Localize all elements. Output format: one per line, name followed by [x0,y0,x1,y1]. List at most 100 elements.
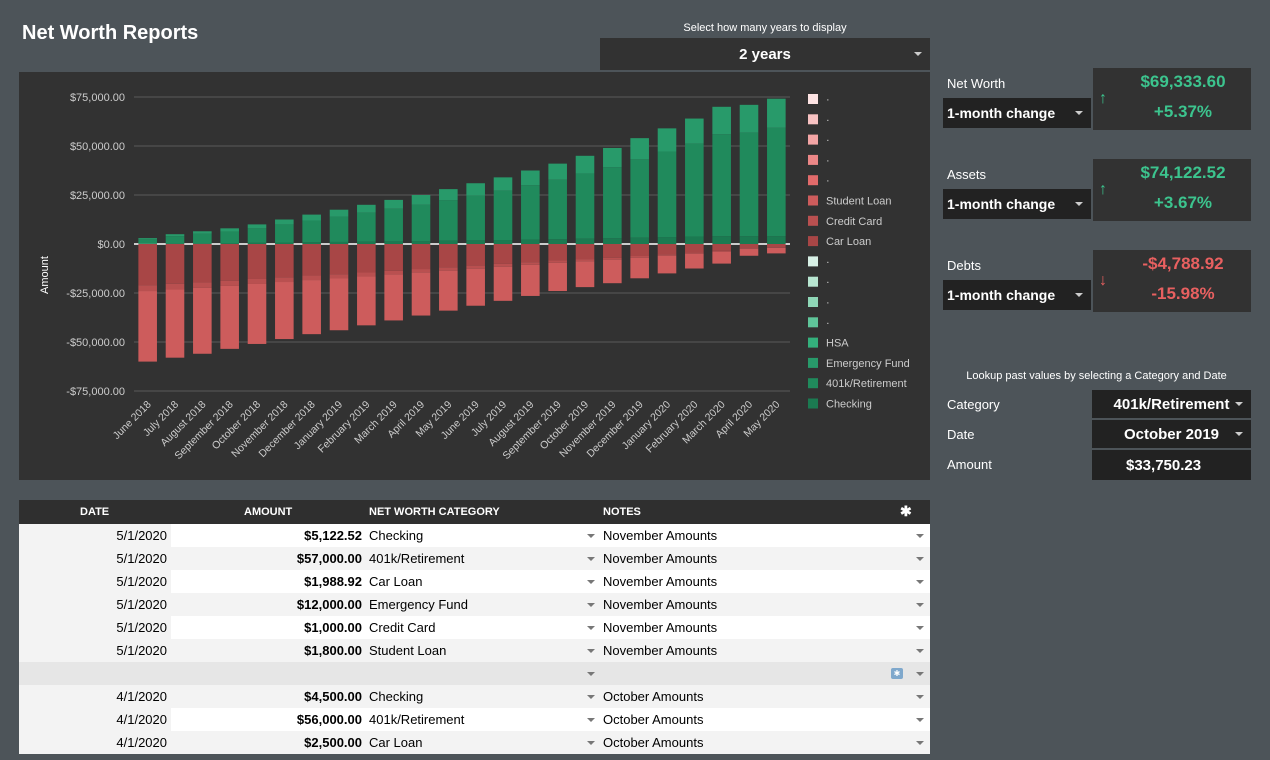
cell-notes[interactable]: November Amounts [603,597,718,612]
cell-amount[interactable]: $2,500.00 [304,735,362,750]
legend-swatch [808,297,818,307]
chevron-down-icon[interactable] [916,533,924,538]
net-worth-chart: $75,000.00 $50,000.00 $25,000.00 $0.00 -$25,… [19,72,930,480]
chevron-down-icon[interactable] [916,556,924,561]
bar-asset-segment [712,134,731,237]
cell-category[interactable]: Student Loan [369,643,447,658]
change-period-dropdown[interactable]: 1-month change [943,98,1091,128]
note-icon[interactable]: ✱ [891,668,903,679]
asterisk-icon[interactable]: ✱ [900,503,912,519]
cell-amount[interactable]: $4,500.00 [304,689,362,704]
bar-asset-segment [439,240,458,244]
chevron-down-icon[interactable] [916,579,924,584]
cell-date[interactable]: 5/1/2020 [19,616,171,639]
cell-amount[interactable]: $57,000.00 [296,551,362,566]
arrow-up-icon: ↑ [1099,181,1107,198]
chevron-down-icon[interactable] [587,740,595,745]
chevron-down-icon[interactable] [916,740,924,745]
chevron-down-icon[interactable] [587,533,595,538]
chevron-down-icon[interactable] [587,625,595,630]
cell-date[interactable]: 4/1/2020 [19,708,171,731]
cell-date[interactable]: 4/1/2020 [19,685,171,708]
cell-amount[interactable]: $12,000.00 [296,597,362,612]
header-date[interactable]: DATE [80,506,110,518]
cell-date[interactable]: 5/1/2020 [19,570,171,593]
cell-category[interactable]: Checking [369,689,424,704]
bar-debt-segment [302,244,321,276]
bar-asset-segment [411,241,431,244]
legend-swatch [808,317,818,328]
chevron-down-icon[interactable] [916,625,924,630]
cell-notes[interactable]: November Amounts [603,620,718,635]
table-body: 5/1/2020 $5,122.52 Checking November Amount… [19,524,930,754]
bar-asset-segment [357,241,376,244]
cell-date[interactable]: 5/1/2020 [19,639,171,662]
chevron-down-icon[interactable] [587,602,595,607]
cell-category[interactable]: Emergency Fund [369,597,468,612]
cell-category[interactable]: Car Loan [369,574,423,589]
table-row: 4/1/2020 $56,000.00 401k/Retirement October… [19,708,930,731]
cell-category[interactable]: 401k/Retirement [369,551,465,566]
cell-amount[interactable]: $5,122.52 [304,528,362,543]
header-category[interactable]: NET WORTH CATEGORY [369,506,500,518]
chevron-down-icon[interactable] [916,671,924,676]
cell-category[interactable]: Credit Card [369,620,436,635]
chevron-down-icon[interactable] [587,556,595,561]
chevron-down-icon[interactable] [587,648,595,653]
cell-amount[interactable]: $1,000.00 [304,620,362,635]
bar-asset-segment [247,228,267,243]
cell-category[interactable]: Car Loan [369,735,423,750]
cell-notes[interactable]: November Amounts [603,528,718,543]
bar-debt-segment [439,244,458,268]
metric-value-box: ↑ $74,122.52 +3.67% [1093,159,1251,221]
legend-label: Student Loan [826,196,891,208]
chevron-down-icon[interactable] [587,694,595,699]
bar-asset-segment [439,200,458,241]
cell-notes[interactable]: November Amounts [603,574,718,589]
years-dropdown[interactable]: 2 years [600,38,930,70]
chevron-down-icon[interactable] [916,717,924,722]
chevron-down-icon[interactable] [587,579,595,584]
bar-debt-segment [712,244,731,251]
legend-label: · [826,94,830,106]
header-amount[interactable]: AMOUNT [244,506,293,518]
chevron-down-icon [1075,202,1083,206]
cell-category[interactable]: Checking [369,528,424,543]
chevron-down-icon [1235,402,1243,406]
legend-label: Car Loan [826,236,871,248]
cell-date[interactable]: 5/1/2020 [19,524,171,547]
cell-notes[interactable]: October Amounts [603,735,704,750]
bar-debt-segment [357,276,376,326]
bar-debt-segment [630,244,649,257]
bar-debt-segment [739,248,759,256]
header-notes[interactable]: NOTES [603,506,641,518]
chart-svg: $75,000.00 $50,000.00 $25,000.00 $0.00 -$25,… [39,92,910,462]
cell-date[interactable]: 5/1/2020 [19,593,171,616]
chevron-down-icon[interactable] [587,671,595,676]
cell-date[interactable]: 5/1/2020 [19,547,171,570]
bar-asset-segment [521,170,540,186]
change-period-dropdown[interactable]: 1-month change [943,280,1091,310]
cell-notes[interactable]: November Amounts [603,643,718,658]
table-row: 5/1/2020 $12,000.00 Emergency Fund November… [19,593,930,616]
cell-notes[interactable]: October Amounts [603,689,704,704]
lookup-category-dropdown[interactable]: 401k/Retirement [1092,390,1251,418]
bar-debt-segment [521,264,540,296]
cell-amount[interactable]: $1,800.00 [304,643,362,658]
bar-asset-segment [767,236,786,244]
legend-swatch [808,154,818,165]
cell-amount[interactable]: $56,000.00 [296,712,362,727]
cell-notes[interactable]: November Amounts [603,551,718,566]
change-period-dropdown[interactable]: 1-month change [943,189,1091,219]
cell-notes[interactable]: October Amounts [603,712,704,727]
chevron-down-icon[interactable] [916,648,924,653]
bar-asset-segment [302,214,321,221]
cell-category[interactable]: 401k/Retirement [369,712,465,727]
lookup-date-dropdown[interactable]: October 2019 [1092,420,1251,448]
bar-asset-segment [275,242,294,244]
chevron-down-icon[interactable] [916,602,924,607]
cell-amount[interactable]: $1,988.92 [304,574,362,589]
chevron-down-icon[interactable] [916,694,924,699]
chevron-down-icon[interactable] [587,717,595,722]
cell-date[interactable]: 4/1/2020 [19,731,171,754]
